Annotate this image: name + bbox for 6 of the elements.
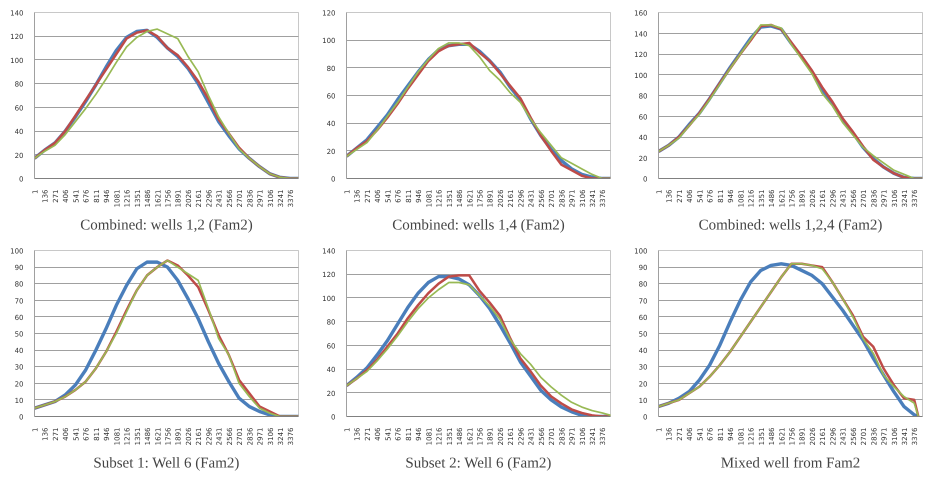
text: Combined: wells 1,4 (Fam2) — [392, 218, 565, 234]
text: Subset 2: Well 6 (Fam2) — [405, 456, 552, 472]
text: Mixed well from Fam2 — [720, 456, 860, 472]
text: Combined: wells 1,2 (Fam2) — [80, 218, 253, 234]
text: Subset 1: Well 6 (Fam2) — [93, 456, 240, 472]
text: Combined: wells 1,2,4 (Fam2) — [698, 218, 882, 234]
